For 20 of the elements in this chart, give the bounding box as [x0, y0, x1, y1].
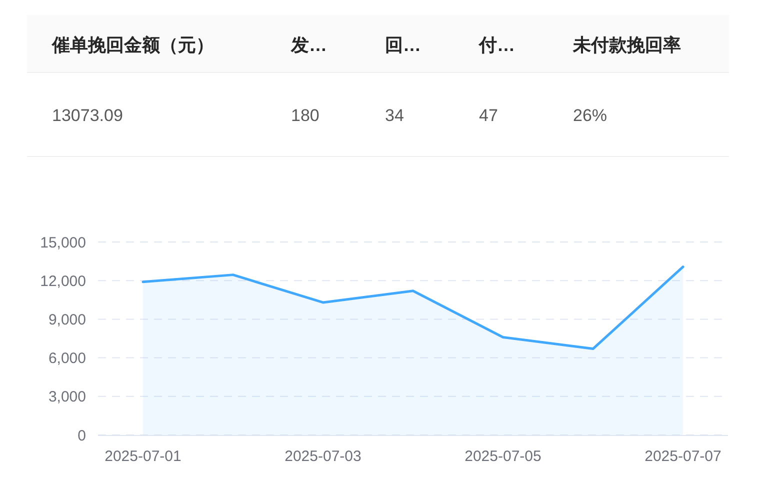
text: 26% [573, 106, 608, 125]
x-tick-label: 2025-07-07 [644, 448, 722, 465]
category-label: 未付款挽回率 [572, 35, 681, 55]
y-tick-label: 15,000 [40, 234, 86, 252]
text: 13073.09 [52, 106, 123, 125]
category-label: 付… [478, 35, 515, 55]
x-tick-label: 2025-07-01 [104, 448, 182, 465]
category-label: 催单挽回金额（元） [51, 35, 214, 55]
x-tick-label: 2025-07-05 [464, 448, 542, 465]
text: 180 [291, 106, 320, 125]
y-tick-label: 6,000 [48, 350, 86, 368]
text: 34 [385, 106, 404, 125]
y-tick-label: 12,000 [40, 272, 86, 290]
x-tick-label: 2025-07-03 [284, 448, 362, 465]
category-label: 发… [290, 35, 327, 55]
y-tick-label: 0 [78, 427, 86, 444]
y-tick-label: 9,000 [48, 311, 86, 328]
text: 47 [479, 106, 498, 125]
category-label: 回… [385, 35, 421, 55]
y-tick-label: 3,000 [48, 388, 86, 406]
